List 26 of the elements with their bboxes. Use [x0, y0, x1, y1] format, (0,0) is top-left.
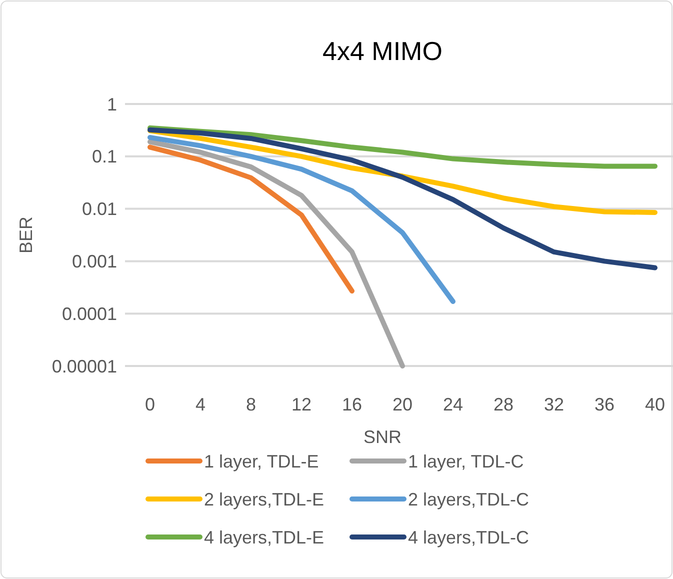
x-tick-label: 36 — [594, 394, 615, 414]
legend-label: 2 layers,TDL-C — [408, 489, 530, 510]
x-tick-label: 0 — [144, 394, 156, 414]
x-tick-label: 8 — [246, 394, 256, 414]
y-axis-title: BER — [16, 216, 36, 254]
y-tick-label: 0.0001 — [62, 304, 117, 324]
legend-label: 1 layer, TDL-C — [408, 451, 524, 472]
y-tick-label: 0.1 — [92, 146, 117, 167]
x-tick-label: 40 — [644, 394, 666, 414]
y-tick-label: 0.00001 — [52, 356, 117, 376]
x-tick-label: 32 — [544, 394, 564, 414]
chart-title: 4x4 MIMO — [322, 36, 442, 66]
x-tick-label: 4 — [195, 394, 206, 414]
legend-label: 1 layer, TDL-E — [204, 451, 319, 472]
x-tick-label: 28 — [493, 394, 514, 414]
x-tick-label: 20 — [392, 394, 413, 414]
x-axis-title: SNR — [363, 427, 402, 447]
x-tick-label: 12 — [291, 394, 312, 414]
x-tick-label: 24 — [442, 394, 464, 414]
legend-label: 4 layers,TDL-E — [204, 527, 324, 548]
x-tick-label: 16 — [342, 394, 362, 414]
legend-label: 2 layers,TDL-E — [204, 489, 324, 510]
y-tick-label: 0.01 — [82, 199, 117, 220]
y-tick-label: 0.001 — [72, 252, 117, 272]
y-tick-label: 1 — [106, 94, 117, 114]
legend-label: 4 layers,TDL-C — [408, 527, 530, 548]
